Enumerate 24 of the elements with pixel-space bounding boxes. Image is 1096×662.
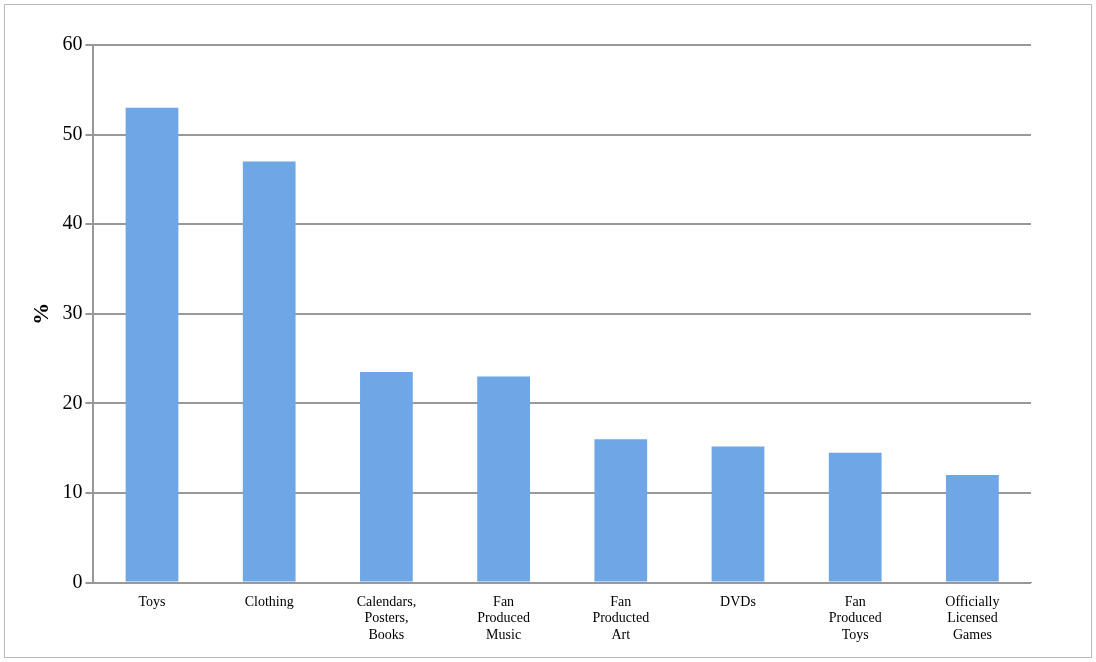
y-tick-label: 30	[62, 301, 83, 324]
bar	[477, 376, 530, 582]
x-tick-label: Clothing	[244, 593, 294, 609]
bar	[828, 452, 882, 582]
x-tick-label: Calendars, Posters, Books	[356, 593, 417, 643]
x-tick-label: Fan Produced Music	[477, 593, 531, 643]
x-tick-label: Fan Produced Toys	[828, 593, 882, 643]
x-tick-label: Officially Licensed Games	[945, 593, 1000, 643]
bar	[242, 161, 296, 582]
y-tick-label: 40	[62, 211, 83, 234]
bar	[360, 372, 413, 582]
y-axis-title: %	[27, 302, 53, 325]
bar	[711, 446, 765, 582]
y-tick-label: 0	[72, 569, 83, 592]
bar	[594, 439, 648, 582]
bar	[125, 107, 179, 582]
y-tick-label: 10	[62, 480, 83, 503]
y-tick-label: 20	[62, 390, 83, 413]
y-tick-label: 60	[62, 32, 83, 55]
x-tick-label: Fan Producted Art	[592, 593, 650, 643]
x-tick-label: DVDs	[720, 593, 756, 609]
bar	[946, 475, 999, 582]
x-tick-label: Toys	[138, 593, 166, 609]
y-tick-label: 50	[62, 121, 83, 144]
